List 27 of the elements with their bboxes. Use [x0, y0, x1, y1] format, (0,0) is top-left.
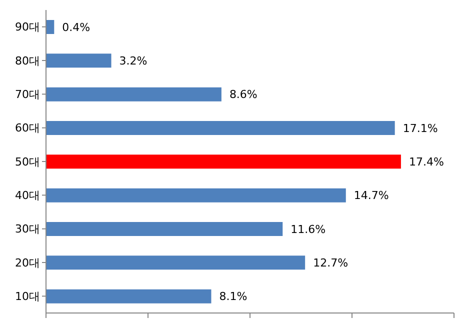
- bar: [46, 289, 212, 304]
- y-tick-label: 40대: [15, 189, 40, 202]
- data-label: 14.7%: [354, 189, 389, 202]
- bar: [46, 222, 283, 236]
- data-label: 17.1%: [402, 122, 438, 135]
- data-label: 0.4%: [62, 20, 90, 34]
- y-tick-label: 10대: [15, 290, 40, 304]
- y-tick-label: 50대: [15, 155, 40, 168]
- y-tick-label: 60대: [15, 122, 40, 135]
- data-label: 17.4%: [408, 156, 444, 169]
- bar: [46, 121, 395, 135]
- data-label: 8.1%: [219, 290, 248, 304]
- bar: [46, 54, 112, 68]
- data-label: 8.6%: [229, 88, 258, 102]
- data-label: 12.7%: [313, 256, 348, 270]
- bar: [46, 87, 222, 102]
- data-label: 11.6%: [290, 222, 326, 236]
- data-label: 3.2%: [119, 54, 148, 68]
- y-tick-label: 80대: [15, 54, 40, 68]
- bar: [46, 154, 401, 169]
- bar: [46, 188, 346, 202]
- y-tick-label: 90대: [15, 20, 40, 34]
- y-tick-label: 20대: [15, 256, 40, 270]
- y-tick-label: 30대: [15, 222, 40, 236]
- bar: [46, 256, 306, 270]
- bar: [46, 20, 54, 34]
- y-tick-label: 70대: [15, 88, 40, 102]
